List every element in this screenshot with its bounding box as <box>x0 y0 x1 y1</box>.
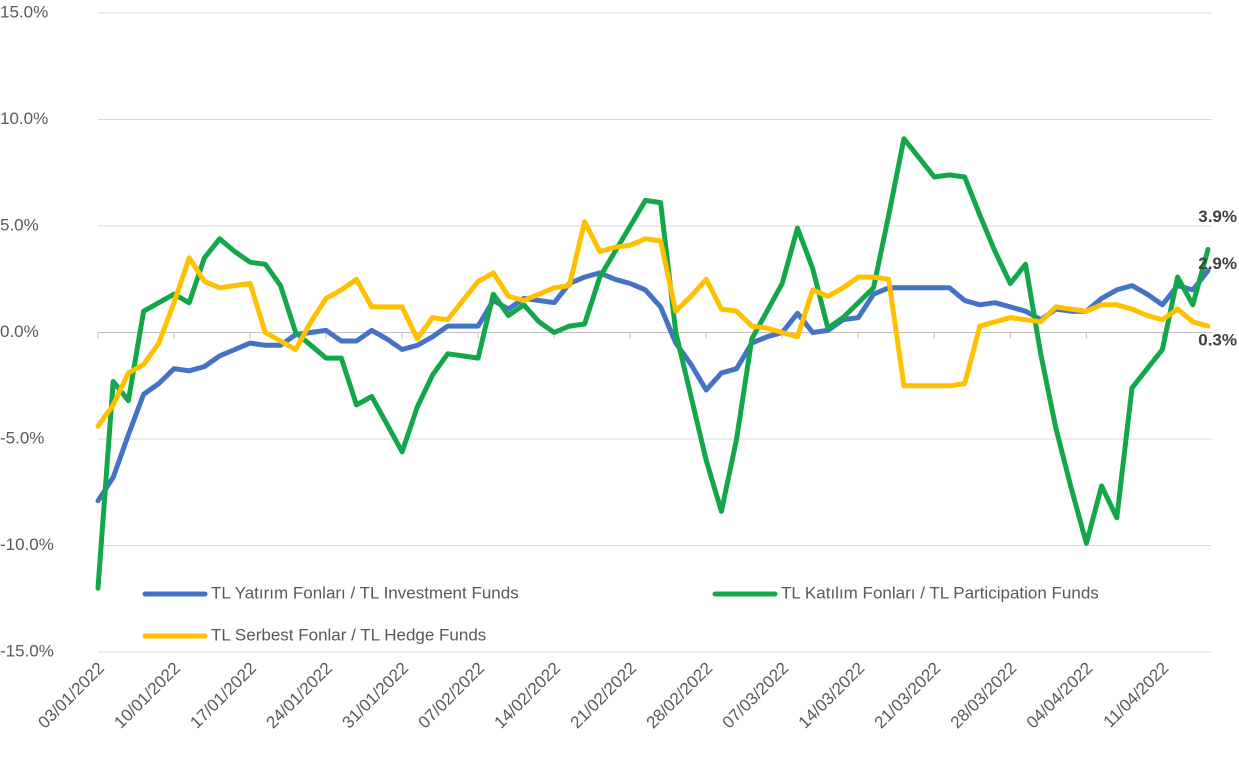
x-tick-label: 17/01/2022 <box>186 659 260 733</box>
y-tick-label: 0.0% <box>0 322 39 341</box>
y-tick-label: -15.0% <box>0 641 54 660</box>
x-tick-label: 07/03/2022 <box>719 659 793 733</box>
x-tick-label: 21/02/2022 <box>567 659 641 733</box>
x-tick-label: 14/03/2022 <box>795 659 869 733</box>
x-tick-label: 21/03/2022 <box>871 659 945 733</box>
data-label: 3.9% <box>1198 207 1237 226</box>
series-line <box>98 271 1208 501</box>
series-line <box>98 139 1208 588</box>
y-tick-label: 5.0% <box>0 215 39 234</box>
x-tick-label: 28/03/2022 <box>947 659 1021 733</box>
chart: -15.0% -10.0% -5.0% 0.0% 5.0% 10.0% 15.0% 03/01… <box>0 0 1239 764</box>
x-tick-label: 24/01/2022 <box>262 659 336 733</box>
x-tick-label: 31/01/2022 <box>339 659 413 733</box>
legend-label: TL Yatırım Fonları / TL Investment Funds <box>211 583 519 602</box>
series-line <box>98 222 1208 427</box>
y-tick-label: -10.0% <box>0 535 54 554</box>
legend-label: TL Serbest Fonlar / TL Hedge Funds <box>211 625 486 644</box>
x-tick-label: 10/01/2022 <box>110 659 184 733</box>
x-tick-label: 14/02/2022 <box>491 659 565 733</box>
y-tick-label: 10.0% <box>0 109 48 128</box>
x-tick-label: 04/04/2022 <box>1023 659 1097 733</box>
y-tick-label: 15.0% <box>0 2 48 21</box>
x-tick-label: 28/02/2022 <box>643 659 717 733</box>
legend-label: TL Katılım Fonları / TL Participation Fu… <box>781 583 1099 602</box>
x-tick-label: 03/01/2022 <box>34 659 108 733</box>
y-tick-label: -5.0% <box>0 428 44 447</box>
data-label: 2.9% <box>1198 254 1237 273</box>
x-tick-label: 11/04/2022 <box>1100 659 1173 732</box>
x-tick-label: 07/02/2022 <box>415 659 489 733</box>
data-label: 0.3% <box>1198 331 1237 350</box>
